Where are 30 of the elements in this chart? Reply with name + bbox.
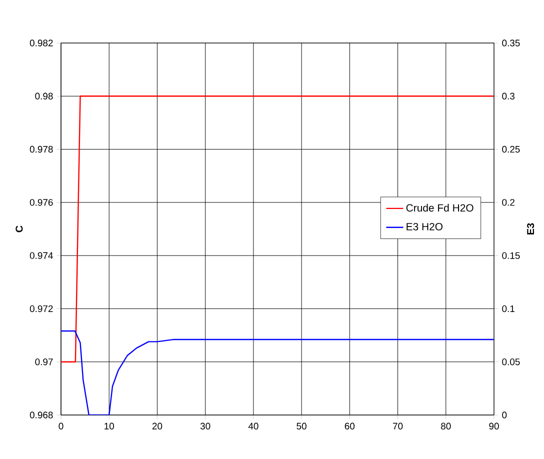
y2-tick-label: 0.05	[502, 358, 520, 366]
x-tick-label: 0	[58, 422, 64, 430]
y2-tick-label: 0.3	[502, 92, 515, 100]
y2-tick-label: 0.35	[502, 40, 520, 46]
x-tick-label: 70	[393, 422, 403, 430]
x-tick-label: 60	[344, 422, 355, 430]
x-tick-label: 10	[104, 422, 114, 430]
y-tick-label: 0.974	[30, 252, 53, 259]
x-tick-label: 80	[441, 422, 451, 430]
x-tick-label: 90	[489, 422, 499, 430]
y-tick-label: 0.978	[30, 146, 53, 153]
x-tick-label: 30	[200, 422, 210, 430]
y-tick-label: 0.98	[35, 92, 53, 100]
y2-tick-label: 0.25	[502, 146, 520, 153]
legend-label: E3 H2O	[406, 222, 443, 230]
y-tick-label: 0.982	[30, 40, 53, 46]
legend-label: Crude Fd H2O	[406, 204, 474, 212]
y2-tick-label: 0.15	[502, 252, 520, 259]
y-axis-title: C	[16, 226, 23, 232]
x-tick-label: 20	[152, 422, 162, 430]
y2-axis-title: E3	[527, 223, 534, 234]
y-tick-label: 0.97	[35, 358, 53, 366]
y-tick-label: 0.968	[30, 412, 53, 418]
y-tick-label: 0.972	[30, 305, 53, 312]
y2-tick-label: 0.2	[502, 199, 514, 206]
y-tick-label: 0.976	[30, 199, 53, 206]
y2-tick-label: 0.1	[502, 305, 514, 312]
x-tick-label: 40	[248, 422, 258, 430]
x-tick-label: 50	[296, 422, 306, 430]
y2-tick-label: 0	[502, 412, 507, 418]
